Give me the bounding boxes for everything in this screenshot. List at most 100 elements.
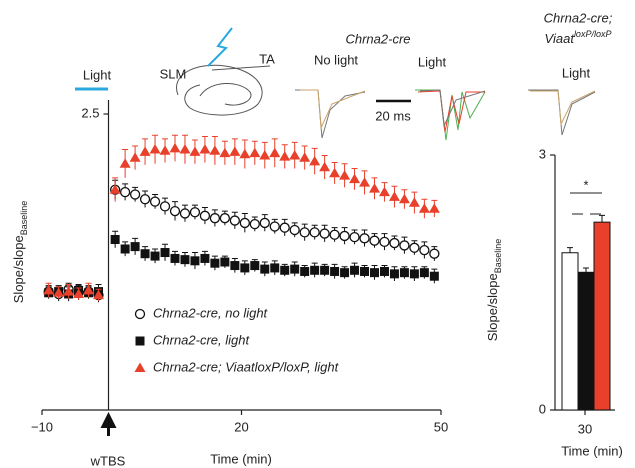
marker bbox=[219, 213, 231, 224]
marker bbox=[339, 170, 351, 180]
marker bbox=[180, 255, 190, 265]
marker bbox=[329, 229, 340, 240]
marker bbox=[409, 269, 419, 279]
marker bbox=[409, 242, 420, 253]
marker bbox=[280, 265, 290, 275]
marker bbox=[379, 266, 389, 276]
marker bbox=[418, 203, 430, 213]
significance-bracket bbox=[570, 192, 602, 215]
marker bbox=[429, 248, 440, 259]
x-tick-label: 50 bbox=[434, 419, 448, 434]
marker bbox=[119, 158, 131, 168]
annotation: Light bbox=[418, 54, 447, 69]
legend-label: Chrna2-cre, no light bbox=[153, 305, 269, 320]
marker bbox=[289, 224, 300, 236]
marker bbox=[330, 266, 340, 276]
y-axis-label: Slope/slopeBaseline bbox=[11, 201, 29, 303]
marker bbox=[149, 196, 161, 207]
marker bbox=[289, 149, 301, 160]
marker bbox=[279, 151, 291, 161]
y-tick-label: 3 bbox=[539, 146, 546, 161]
marker bbox=[220, 257, 230, 267]
x-axis-label: Time (min) bbox=[210, 451, 272, 466]
marker bbox=[53, 287, 65, 297]
annotation: SLM bbox=[160, 66, 187, 81]
bar bbox=[593, 221, 611, 411]
marker bbox=[389, 269, 399, 279]
marker bbox=[190, 256, 200, 266]
hippocampus-sketch bbox=[176, 27, 271, 116]
marker bbox=[109, 184, 121, 194]
marker bbox=[309, 227, 320, 238]
legend-marker bbox=[134, 308, 146, 320]
marker bbox=[189, 146, 201, 156]
marker bbox=[230, 261, 240, 271]
marker bbox=[269, 221, 280, 232]
marker bbox=[419, 268, 429, 278]
marker bbox=[429, 271, 439, 281]
marker bbox=[209, 145, 221, 155]
marker bbox=[309, 155, 321, 166]
marker bbox=[189, 207, 201, 218]
significance: * bbox=[583, 177, 588, 192]
error-bar bbox=[583, 267, 589, 273]
marker bbox=[129, 189, 141, 200]
marker bbox=[398, 193, 410, 204]
marker bbox=[320, 265, 330, 275]
annotation: Chrna2-cre bbox=[345, 31, 410, 46]
marker bbox=[83, 284, 95, 295]
y-axis-label-subscript: Baseline bbox=[493, 239, 503, 274]
marker bbox=[250, 261, 260, 271]
legend-marker bbox=[135, 336, 145, 346]
marker bbox=[369, 235, 380, 246]
y-axis-label: Slope/slopeBaseline bbox=[485, 239, 503, 341]
annotation: 20 ms bbox=[375, 108, 411, 123]
marker bbox=[388, 191, 400, 201]
marker bbox=[329, 167, 341, 178]
marker bbox=[73, 288, 85, 298]
legend-marker bbox=[134, 362, 146, 372]
marker bbox=[290, 264, 300, 274]
marker bbox=[339, 230, 350, 242]
genotype-superscript: loxP/loxP bbox=[574, 29, 612, 39]
marker bbox=[369, 183, 380, 193]
annotation: No light bbox=[314, 52, 358, 67]
marker bbox=[249, 218, 260, 230]
marker bbox=[239, 217, 250, 229]
annotation: Light bbox=[83, 67, 112, 82]
marker bbox=[389, 237, 400, 249]
marker bbox=[240, 263, 250, 273]
marker bbox=[350, 265, 360, 275]
marker bbox=[299, 227, 310, 238]
marker bbox=[130, 242, 140, 252]
marker bbox=[279, 222, 290, 233]
marker bbox=[93, 289, 105, 300]
marker bbox=[179, 208, 191, 219]
marker bbox=[319, 228, 330, 239]
traces bbox=[295, 89, 596, 141]
marker bbox=[119, 186, 131, 198]
marker bbox=[229, 146, 241, 156]
marker bbox=[160, 248, 170, 258]
legend-label: Chrna2-cre, light bbox=[153, 332, 250, 347]
marker bbox=[349, 173, 361, 184]
error-bar bbox=[567, 247, 573, 253]
annotation: wTBS bbox=[90, 453, 126, 468]
marker bbox=[359, 177, 371, 187]
marker bbox=[349, 231, 360, 243]
marker bbox=[229, 215, 241, 226]
marker bbox=[140, 249, 150, 259]
marker bbox=[199, 210, 211, 221]
error-bar bbox=[599, 214, 605, 223]
y-axis-label-subscript: Baseline bbox=[19, 201, 29, 236]
marker bbox=[63, 286, 75, 296]
marker bbox=[43, 284, 55, 295]
x-axis-label: Time (min) bbox=[561, 443, 623, 458]
marker bbox=[200, 253, 210, 263]
marker bbox=[270, 263, 280, 273]
marker bbox=[169, 205, 181, 217]
marker bbox=[209, 213, 221, 224]
marker bbox=[150, 251, 160, 261]
marker bbox=[310, 265, 320, 275]
